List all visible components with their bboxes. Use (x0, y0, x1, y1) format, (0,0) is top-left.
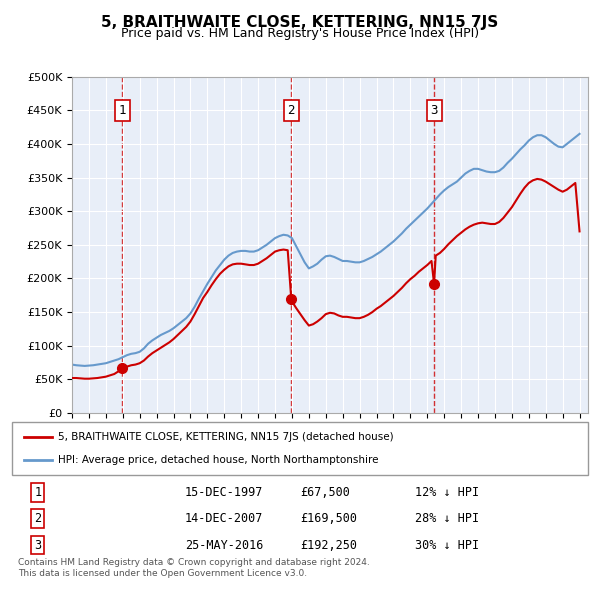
Text: £67,500: £67,500 (300, 486, 350, 499)
Text: £169,500: £169,500 (300, 512, 357, 525)
Text: 3: 3 (34, 539, 41, 552)
Text: This data is licensed under the Open Government Licence v3.0.: This data is licensed under the Open Gov… (18, 569, 307, 578)
Text: 5, BRAITHWAITE CLOSE, KETTERING, NN15 7JS (detached house): 5, BRAITHWAITE CLOSE, KETTERING, NN15 7J… (58, 432, 394, 442)
Text: 1: 1 (34, 486, 41, 499)
Text: 2: 2 (34, 512, 41, 525)
Text: 3: 3 (430, 104, 438, 117)
Text: 30% ↓ HPI: 30% ↓ HPI (415, 539, 479, 552)
Text: 2: 2 (287, 104, 295, 117)
Text: 28% ↓ HPI: 28% ↓ HPI (415, 512, 479, 525)
Text: Price paid vs. HM Land Registry's House Price Index (HPI): Price paid vs. HM Land Registry's House … (121, 27, 479, 40)
Text: 15-DEC-1997: 15-DEC-1997 (185, 486, 263, 499)
Text: 5, BRAITHWAITE CLOSE, KETTERING, NN15 7JS: 5, BRAITHWAITE CLOSE, KETTERING, NN15 7J… (101, 15, 499, 30)
Text: HPI: Average price, detached house, North Northamptonshire: HPI: Average price, detached house, Nort… (58, 455, 379, 465)
Text: 12% ↓ HPI: 12% ↓ HPI (415, 486, 479, 499)
Text: 14-DEC-2007: 14-DEC-2007 (185, 512, 263, 525)
FancyBboxPatch shape (12, 422, 588, 475)
Text: 25-MAY-2016: 25-MAY-2016 (185, 539, 263, 552)
Text: 1: 1 (118, 104, 126, 117)
Text: Contains HM Land Registry data © Crown copyright and database right 2024.: Contains HM Land Registry data © Crown c… (18, 558, 370, 566)
Text: £192,250: £192,250 (300, 539, 357, 552)
